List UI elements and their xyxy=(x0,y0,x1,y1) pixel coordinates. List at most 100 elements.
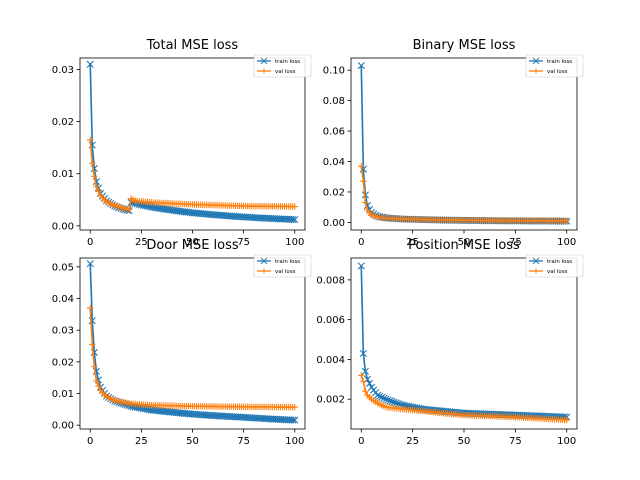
plot-area xyxy=(86,60,299,224)
series-line-val xyxy=(89,139,295,211)
legend-marker xyxy=(260,257,268,265)
y-tick-label: 0.02 xyxy=(52,357,74,368)
data-point xyxy=(358,162,365,170)
data-point xyxy=(291,403,298,411)
y-tick-label: 0.008 xyxy=(316,275,345,286)
data-point xyxy=(87,304,94,312)
legend-marker xyxy=(533,268,539,274)
y-tick-label: 0.006 xyxy=(316,315,345,326)
series-line-train xyxy=(89,263,295,421)
legend-label: val loss xyxy=(275,269,296,275)
x-tick-label: 100 xyxy=(285,237,304,248)
y-tick-label: 0.08 xyxy=(323,96,345,107)
data-point xyxy=(93,183,100,190)
x-tick-label: 75 xyxy=(509,237,522,248)
y-tick-label: 0.10 xyxy=(323,66,345,77)
legend: train loss val loss xyxy=(525,54,584,78)
legend-label: train loss xyxy=(275,259,300,265)
y-tick-label: 0.01 xyxy=(52,169,74,180)
x-tick-label: 75 xyxy=(237,237,250,248)
series-line-train xyxy=(360,65,567,222)
series-line-train xyxy=(89,64,295,221)
x-tick-label: 0 xyxy=(358,237,364,248)
legend: train loss val loss xyxy=(253,54,312,78)
legend-label: val loss xyxy=(275,69,296,75)
x-tick-label: 75 xyxy=(237,436,250,447)
legend-marker xyxy=(261,268,267,274)
legend-marker xyxy=(261,68,267,74)
axes-frame xyxy=(350,57,578,231)
y-tick-label: 0.03 xyxy=(52,65,74,76)
x-tick-label: 50 xyxy=(186,436,199,447)
x-tick-label: 75 xyxy=(509,436,522,447)
data-point xyxy=(91,173,98,180)
legend-label: train loss xyxy=(547,259,572,265)
data-point xyxy=(89,160,96,167)
data-point xyxy=(378,393,386,401)
subplot-3: 0 25 50 75 100 0.00 0.01 0.02 0.03 0.04 0.05 Door M… xyxy=(52,238,312,447)
legend-label: train loss xyxy=(547,59,572,65)
subplot-title: Door MSE loss xyxy=(146,238,239,253)
y-tick-label: 0.01 xyxy=(52,389,74,400)
data-point xyxy=(86,260,94,268)
data-point xyxy=(357,62,365,70)
data-point xyxy=(358,372,365,379)
x-tick-label: 50 xyxy=(458,436,471,447)
axes-frame xyxy=(350,257,578,430)
data-point xyxy=(289,416,297,424)
legend-marker xyxy=(260,57,268,65)
data-point xyxy=(86,60,94,68)
data-point xyxy=(289,215,297,224)
subplot-2: 0 25 50 75 100 0.00 0.02 0.04 0.06 0.08 0.10 Binary… xyxy=(323,38,584,248)
legend-label: val loss xyxy=(547,69,568,75)
x-tick-label: 100 xyxy=(285,436,304,447)
data-point xyxy=(382,395,390,403)
subplot-title: Position MSE loss xyxy=(408,238,520,253)
x-tick-label: 0 xyxy=(87,436,93,447)
data-point xyxy=(87,136,94,144)
data-point xyxy=(360,178,367,185)
data-point xyxy=(93,377,100,385)
x-tick-label: 100 xyxy=(557,237,576,248)
legend-marker xyxy=(532,57,540,65)
y-tick-label: 0.002 xyxy=(316,395,345,406)
x-tick-label: 25 xyxy=(406,237,419,248)
subplot-4: 0 25 50 75 100 0.002 0.004 0.006 0.008 Position M… xyxy=(316,238,584,447)
x-tick-label: 0 xyxy=(358,436,364,447)
data-point xyxy=(374,391,382,399)
x-tick-label: 25 xyxy=(135,436,148,447)
data-point xyxy=(125,206,133,213)
y-tick-label: 0.004 xyxy=(316,355,345,366)
x-tick-label: 25 xyxy=(135,237,148,248)
x-tick-label: 25 xyxy=(406,436,419,447)
legend-marker xyxy=(533,68,539,74)
data-point xyxy=(95,382,102,390)
data-point xyxy=(365,379,374,387)
subplot-title: Total MSE loss xyxy=(146,38,239,53)
legend-label: train loss xyxy=(275,59,300,65)
y-tick-label: 0.03 xyxy=(52,326,74,337)
y-tick-label: 0.00 xyxy=(52,221,74,232)
legend: train loss val loss xyxy=(525,254,584,278)
series-line-val xyxy=(360,165,567,222)
legend-label: val loss xyxy=(547,269,568,275)
series-line-train xyxy=(360,265,567,418)
subplot-1: 0 25 50 75 100 0.00 0.01 0.02 0.03 Total MSE loss… xyxy=(52,38,312,248)
legend-marker xyxy=(532,257,540,265)
data-point xyxy=(386,397,394,405)
data-point xyxy=(563,217,570,225)
data-point xyxy=(390,398,398,406)
data-point xyxy=(380,394,388,402)
plot-area xyxy=(357,262,571,424)
y-tick-label: 0.04 xyxy=(52,294,74,305)
data-point xyxy=(384,396,392,404)
y-tick-label: 0.04 xyxy=(323,157,345,168)
subplot-title: Binary MSE loss xyxy=(413,38,516,53)
data-point xyxy=(359,349,367,358)
data-point xyxy=(95,188,102,195)
x-tick-label: 50 xyxy=(186,237,199,248)
data-point xyxy=(362,388,369,395)
y-tick-label: 0.00 xyxy=(52,421,74,432)
series-line-val xyxy=(89,307,295,408)
